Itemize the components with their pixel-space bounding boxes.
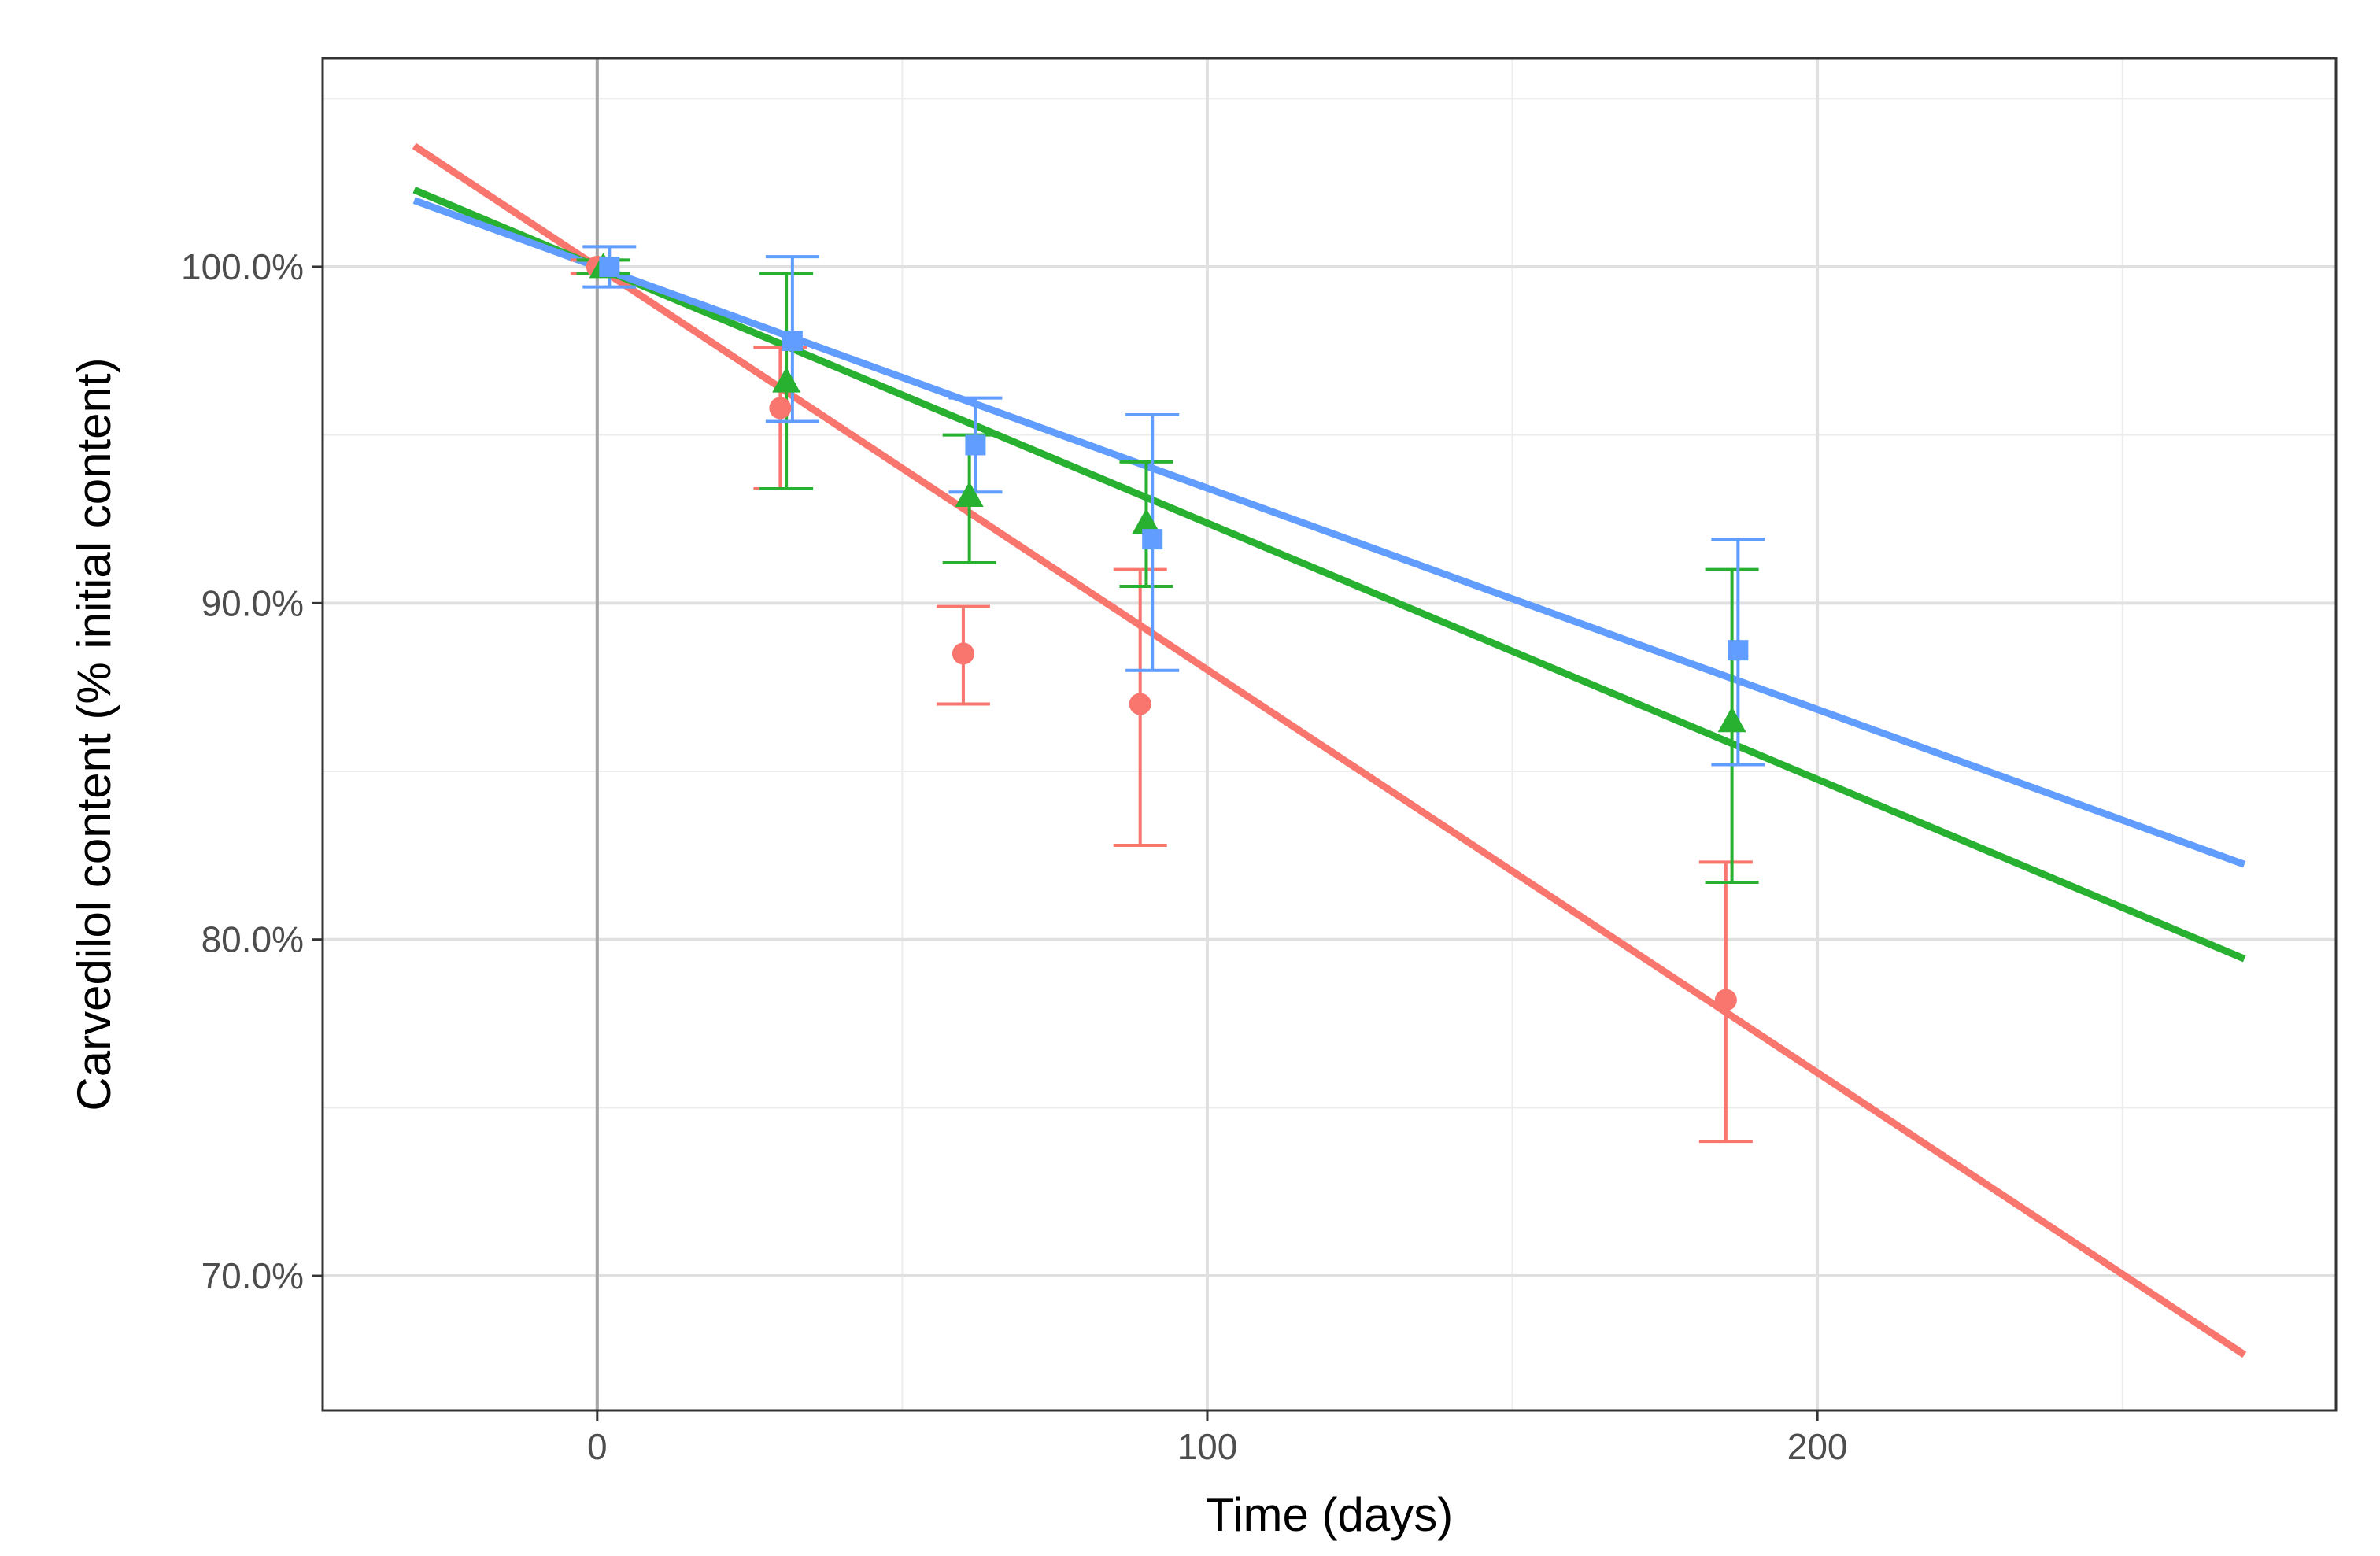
data-point-green [1132, 508, 1161, 534]
y-tick-label: 70.0% [201, 1255, 304, 1296]
data-point-blue [965, 434, 986, 456]
data-point-blue [1142, 529, 1163, 550]
data-points [586, 252, 1749, 1011]
y-axis-title: Carvedilol content (% initial content) [68, 357, 120, 1111]
axes: 0 100 200 70.0% 80.0% 90.0% 100.0% [181, 246, 1848, 1467]
x-tick-label: 0 [587, 1426, 608, 1467]
fit-lines [412, 142, 2247, 1358]
x-tick-label: 100 [1177, 1426, 1238, 1467]
data-point-blue [782, 330, 803, 351]
data-point-blue [1728, 640, 1749, 661]
data-point-green [955, 481, 984, 507]
data-point-green [772, 367, 801, 393]
fit-line-blue [412, 197, 2246, 868]
panel-border [321, 57, 2338, 1412]
data-point-green [1717, 706, 1746, 733]
x-axis-title: Time (days) [1206, 1488, 1453, 1541]
data-point-red [1129, 693, 1151, 715]
data-point-red [769, 397, 792, 419]
data-point-blue [599, 256, 620, 277]
y-tick-label: 100.0% [181, 246, 304, 287]
minor-gridlines [323, 58, 2336, 1410]
major-gridlines [323, 58, 2336, 1410]
fit-line-green [412, 187, 2246, 963]
x-tick-label: 200 [1787, 1426, 1848, 1467]
data-point-red [952, 642, 974, 665]
y-tick-label: 90.0% [201, 582, 304, 623]
y-tick-label: 80.0% [201, 919, 304, 960]
data-point-red [1714, 989, 1737, 1011]
fit-line-red [412, 142, 2247, 1358]
